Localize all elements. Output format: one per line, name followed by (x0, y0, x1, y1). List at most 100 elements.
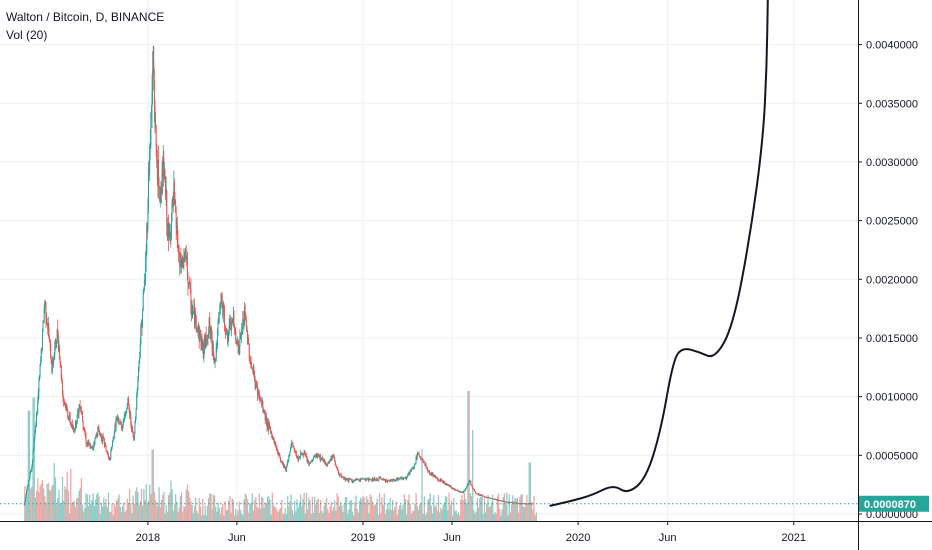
candle-body (499, 500, 501, 502)
candle-body (334, 458, 336, 462)
candle-body (370, 479, 372, 481)
volume-bar (91, 499, 93, 521)
volume-bar (449, 505, 451, 521)
candle-body (456, 490, 458, 491)
volume-bar (250, 502, 252, 521)
volume-bar (533, 496, 535, 521)
candle-body (163, 158, 165, 176)
candle-body (265, 415, 267, 421)
volume-bar (365, 496, 368, 521)
candle-body (416, 454, 418, 459)
volume-bar (363, 497, 365, 521)
candle-body (300, 453, 302, 455)
candle-body (174, 198, 176, 204)
candle-body (285, 467, 287, 472)
candle-body (375, 480, 377, 481)
candle-body (315, 454, 317, 456)
candle-body (211, 336, 213, 351)
candle-body (173, 183, 175, 199)
volume-bar (282, 514, 284, 521)
candle-body (351, 479, 353, 482)
candle-body (270, 432, 272, 433)
volume-bar (344, 497, 347, 521)
volume-bar (66, 472, 68, 521)
volume-bar (534, 515, 536, 521)
candle-body (204, 336, 206, 346)
volume-bar (323, 505, 325, 521)
volume-bar (226, 510, 229, 521)
candle-body (125, 412, 127, 415)
candle-body (371, 478, 373, 481)
candle-body (475, 493, 477, 494)
candle-body (473, 488, 475, 490)
candle-body (480, 494, 482, 496)
candle-body (328, 461, 330, 463)
candle-body (213, 355, 215, 359)
volume-bar (269, 499, 271, 521)
candle-body (511, 502, 513, 503)
volume-bar (139, 501, 141, 521)
candle-body (127, 398, 129, 404)
volume-bar (495, 513, 497, 521)
volume-bar (401, 509, 403, 521)
candle-body (506, 502, 508, 503)
candle-body (178, 251, 180, 253)
candle-body (242, 318, 244, 333)
volume-bar (347, 513, 349, 521)
candle-body (77, 409, 79, 415)
volume-bar (40, 483, 42, 521)
candle-body (259, 399, 261, 401)
volume-bar (397, 509, 400, 521)
volume-bar (130, 502, 132, 521)
candle-body (302, 454, 304, 456)
volume-bar (370, 496, 372, 521)
candle-body (262, 410, 264, 411)
candle-body (391, 480, 393, 482)
volume-bar (468, 391, 470, 521)
volume-bar (114, 506, 117, 521)
candle-body (33, 449, 35, 452)
volume-bar (311, 497, 314, 521)
candle-body (227, 338, 229, 343)
candle-body (378, 477, 380, 480)
candle-body (409, 472, 411, 475)
volume-bar (520, 494, 522, 521)
candle-body (522, 503, 524, 505)
candle-body (53, 354, 55, 360)
candle-body (228, 334, 230, 339)
candle-body (175, 203, 177, 213)
candle-body (376, 478, 378, 480)
candle-body (232, 320, 234, 322)
candle-body (86, 443, 88, 445)
candle-body (507, 502, 509, 503)
candle-body (155, 125, 157, 146)
volume-bar (197, 513, 199, 521)
candle-body (492, 498, 494, 500)
volume-bar (501, 509, 503, 521)
volume-bar (38, 492, 40, 521)
candle-body (82, 414, 83, 421)
volume-bar (492, 494, 494, 521)
candle-body (146, 225, 148, 254)
candle-body (218, 318, 220, 322)
candle-body (368, 478, 370, 481)
candle-body (461, 492, 463, 493)
candle-body (383, 478, 385, 480)
candle-body (477, 493, 479, 495)
candle-body (374, 479, 376, 481)
volume-bar (535, 512, 537, 521)
volume-bar (33, 397, 35, 521)
volume-bar (393, 510, 395, 521)
candle-body (323, 459, 325, 461)
volume-bar (429, 493, 431, 521)
candle-body (130, 414, 132, 424)
volume-bar (147, 500, 150, 521)
volume-bar (523, 507, 526, 521)
volume-bar (374, 504, 376, 521)
volume-bar (472, 430, 474, 521)
candle-body (219, 306, 221, 313)
candle-body (294, 448, 296, 452)
volume-bar (315, 504, 317, 521)
